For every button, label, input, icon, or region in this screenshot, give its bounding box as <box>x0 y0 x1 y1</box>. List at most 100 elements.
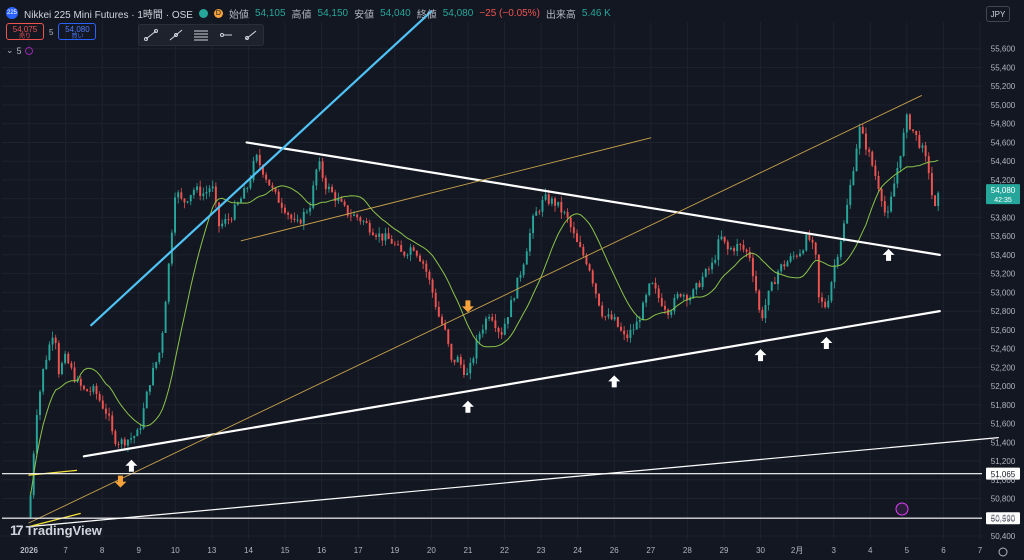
candle-body <box>114 431 117 444</box>
fib-tool-icon[interactable] <box>192 28 210 42</box>
candle-body <box>629 329 632 339</box>
candle-body <box>890 196 893 212</box>
candle-body <box>899 155 902 168</box>
candle-body <box>186 201 189 203</box>
x-tick-label: 30 <box>756 546 765 555</box>
tradingview-logo: 17 TradingView <box>10 522 102 538</box>
candle-body <box>528 233 531 252</box>
y-tick-label: 53,400 <box>991 251 1016 260</box>
candle-body <box>676 293 679 298</box>
candle-body <box>89 391 92 393</box>
candle-body <box>795 255 798 257</box>
candle-body <box>833 265 836 283</box>
candle-body <box>104 408 107 414</box>
x-tick-label: 20 <box>427 546 436 555</box>
trendline-resistance[interactable] <box>245 141 941 256</box>
candle-body <box>255 154 258 161</box>
candle-body <box>315 169 318 186</box>
candle-body <box>601 305 604 317</box>
candle-body <box>387 233 390 240</box>
trendline-fan[interactable] <box>240 137 652 242</box>
last-price-label: 54,080 <box>991 186 1016 195</box>
x-tick-label: 15 <box>281 546 290 555</box>
candle-body <box>742 245 745 250</box>
axes: 51,065 50,590 55,600 55,400 55,200 55,000 54,8… <box>20 45 1020 557</box>
candle-body <box>177 192 180 198</box>
candle-body <box>243 188 246 199</box>
x-tick-label: 14 <box>244 546 253 555</box>
candle-body <box>692 289 695 299</box>
candle-body <box>880 188 883 202</box>
trendline-channel[interactable] <box>28 437 999 528</box>
candle-body <box>51 337 54 345</box>
candle-body <box>541 199 544 212</box>
trendline-channel-top[interactable] <box>90 10 433 327</box>
trendline-support[interactable] <box>82 310 941 458</box>
candle-body <box>268 179 271 186</box>
ray-tool-icon[interactable] <box>242 28 260 42</box>
sell-price: 54,075 <box>12 25 38 34</box>
candle-body <box>663 305 666 310</box>
candle-body <box>488 316 491 319</box>
candle-body <box>918 134 921 148</box>
candle-body <box>312 185 315 208</box>
horizontal-ray-tool-icon[interactable] <box>217 28 235 42</box>
candle-body <box>161 332 164 353</box>
currency-selector[interactable]: JPY <box>986 6 1010 22</box>
symbol-title[interactable]: Nikkei 225 Mini Futures · 1時間 · OSE <box>24 9 193 21</box>
candle-body <box>67 353 70 364</box>
candle-body <box>265 174 268 180</box>
trend-line-tool-icon[interactable] <box>142 28 160 42</box>
candle-body <box>202 193 205 197</box>
candle-body <box>620 326 622 331</box>
x-tick-label: 21 <box>463 546 472 555</box>
candle-body <box>915 130 918 135</box>
candle-body <box>563 211 566 213</box>
trendline-start[interactable] <box>28 469 78 476</box>
candle-body <box>274 187 277 192</box>
candle-body <box>359 217 362 222</box>
volume-value: 5.46 K <box>581 7 611 19</box>
y-tick-label: 55,400 <box>991 63 1016 72</box>
symbol-logo-icon[interactable]: 225 <box>6 7 18 19</box>
candle-body <box>560 201 563 213</box>
candle-body <box>368 222 371 233</box>
candle-body <box>283 207 286 213</box>
trendlines[interactable] <box>2 10 999 528</box>
candle-body <box>174 197 177 233</box>
candle-body <box>544 194 547 200</box>
candle-body <box>550 198 553 204</box>
candle-body <box>397 244 399 246</box>
y-tick-label: 55,600 <box>991 45 1016 54</box>
candle-body <box>327 186 330 190</box>
arrow-up-icon <box>820 336 833 349</box>
candle-body <box>814 242 817 255</box>
candle-body <box>494 320 497 328</box>
candle-body <box>877 175 880 189</box>
y-tick-label: 53,200 <box>991 270 1016 279</box>
candle-body <box>35 415 38 454</box>
candle-body <box>799 253 801 257</box>
trendline-fan[interactable] <box>28 95 922 524</box>
candle-body <box>698 283 701 288</box>
indicators-toggle[interactable]: ⌄ 5 <box>6 45 33 56</box>
sell-button[interactable]: 54,075 売り <box>6 23 44 40</box>
candlesticks <box>29 112 940 519</box>
candle-body <box>261 165 264 175</box>
candle-body <box>532 215 535 234</box>
parallel-channel-tool-icon[interactable] <box>167 28 185 42</box>
candle-body <box>805 234 808 251</box>
candle-body <box>437 306 440 317</box>
candle-body <box>576 233 579 242</box>
buy-button[interactable]: 54,080 買い <box>58 23 97 40</box>
candle-body <box>701 276 704 288</box>
y-tick-label: 55,000 <box>991 101 1016 110</box>
y-tick-label: 54,800 <box>991 120 1016 129</box>
trendline-start[interactable] <box>28 512 81 528</box>
candle-body <box>855 148 858 172</box>
candle-body <box>849 184 852 205</box>
annotation-arrows <box>114 248 895 488</box>
candle-body <box>346 205 349 216</box>
x-tick-label: 9 <box>137 546 142 555</box>
